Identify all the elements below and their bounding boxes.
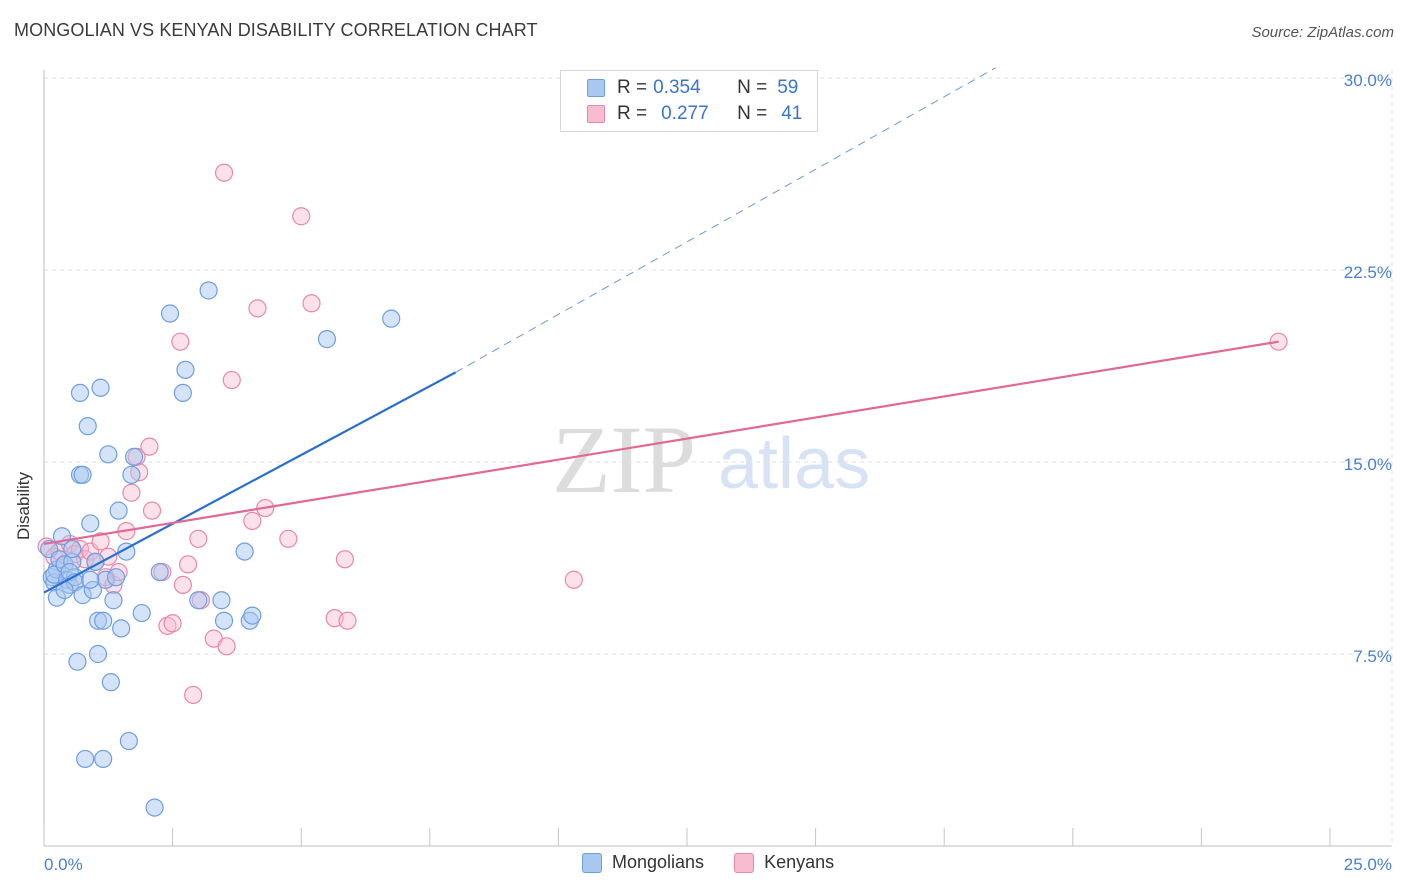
kenyans-point	[222, 370, 241, 390]
x-tick-label: 0.0%	[44, 855, 83, 874]
kenyans-point	[248, 299, 267, 318]
mongolians-point	[88, 644, 108, 664]
mongolians-point	[104, 591, 123, 610]
mongolians-point	[101, 673, 120, 692]
watermark-atlas: atlas	[718, 424, 870, 504]
mongolians-point	[382, 309, 401, 328]
legend-label-kenyans: Kenyans	[764, 852, 835, 872]
mongolians-trend-line	[43, 371, 457, 594]
grid	[44, 70, 1393, 846]
kenyans-point	[184, 685, 203, 705]
kenyans-trend-line	[43, 340, 1279, 546]
legend-n-label: N =	[737, 77, 768, 98]
kenyans-point	[140, 437, 159, 456]
stats-legend: R = 0.354 N = 59 R = 0.277 N = 41	[560, 70, 818, 132]
kenyans-point	[122, 483, 141, 502]
mongolians-point	[173, 383, 192, 402]
mongolians-point	[70, 383, 90, 402]
kenyans-point	[335, 550, 355, 569]
legend-row-mongolians: R = 0.354 N = 59	[587, 76, 798, 100]
legend-swatch-blue	[582, 852, 602, 873]
mongolians-point	[235, 542, 254, 561]
kenyans-point	[91, 532, 110, 551]
mongolians-point	[212, 591, 231, 610]
legend-item-kenyans: Kenyans	[734, 852, 834, 873]
mongolians-point	[94, 611, 113, 630]
mongolians-points	[40, 281, 401, 817]
kenyans-point	[279, 529, 298, 548]
kenyans-point	[214, 163, 234, 182]
mongolians-point	[199, 281, 218, 300]
watermark-zip: ZIP	[552, 406, 696, 513]
mongolians-point	[94, 749, 113, 769]
kenyans-point	[243, 511, 262, 530]
y-tick-label: 7.5%	[1353, 647, 1392, 666]
kenyans-point	[158, 616, 177, 635]
kenyans-point	[302, 294, 321, 313]
legend-swatch-pink	[734, 852, 755, 873]
legend-swatch-pink	[587, 105, 605, 123]
kenyans-point	[173, 575, 192, 594]
series-legend: Mongolians Kenyans	[582, 852, 864, 873]
kenyans-point	[163, 614, 182, 633]
trend-lines	[43, 67, 1279, 594]
legend-n-value: 41	[781, 103, 803, 124]
legend-r-label: R =	[617, 77, 648, 98]
mongolians-point	[150, 562, 169, 582]
chart-title: MONGOLIAN VS KENYAN DISABILITY CORRELATI…	[14, 20, 538, 40]
legend-r-value: 0.354	[653, 77, 701, 98]
tick-labels: 7.5% 15.0% 22.5% 30.0% 0.0% 25.0%	[44, 71, 1392, 874]
mongolians-point	[109, 501, 128, 520]
mongolians-point	[214, 611, 234, 630]
y-tick-label: 15.0%	[1344, 455, 1392, 474]
y-tick-label: 22.5%	[1344, 263, 1392, 282]
mongolians-point	[189, 591, 208, 610]
x-tick-label: 25.0%	[1344, 855, 1392, 874]
mongolians-point	[122, 465, 141, 484]
mongolians-point	[176, 360, 195, 379]
kenyans-point	[338, 611, 357, 630]
kenyans-point	[171, 332, 190, 351]
mongolians-point	[63, 539, 82, 559]
legend-label-mongolians: Mongolians	[612, 852, 705, 872]
mongolians-point	[145, 798, 164, 817]
kenyans-point	[189, 529, 208, 548]
legend-r-value: 0.277	[661, 103, 709, 124]
source-credit: Source: ZipAtlas.com	[1251, 24, 1394, 41]
y-tick-label: 30.0%	[1344, 71, 1392, 90]
mongolians-point	[81, 514, 100, 533]
watermark: ZIP atlas	[552, 406, 870, 513]
mongolians-point	[73, 465, 92, 484]
legend-r-label: R =	[617, 103, 648, 124]
mongolians-trend-extension	[455, 67, 996, 373]
mongolians-point	[106, 568, 126, 587]
mongolians-point	[76, 749, 95, 769]
mongolians-point	[99, 445, 118, 464]
mongolians-point	[112, 619, 131, 638]
legend-n-value: 59	[777, 77, 799, 98]
legend-swatch-blue	[587, 79, 605, 97]
kenyans-point	[217, 637, 236, 656]
kenyans-point	[142, 501, 162, 520]
mongolians-point	[81, 570, 100, 589]
kenyans-point	[292, 207, 311, 226]
mongolians-point	[124, 447, 144, 466]
mongolians-point	[317, 330, 337, 349]
mongolians-point	[91, 378, 110, 397]
mongolians-point	[132, 603, 151, 623]
kenyans-point	[564, 570, 583, 589]
mongolians-point	[160, 304, 180, 323]
axes	[43, 70, 1392, 847]
mongolians-point	[119, 731, 138, 751]
legend-row-kenyans: R = 0.277 N = 41	[587, 102, 802, 126]
legend-n-label: N =	[737, 103, 768, 124]
mongolians-point	[243, 606, 262, 625]
legend-item-mongolians: Mongolians	[582, 852, 704, 873]
mongolians-point	[68, 652, 87, 671]
mongolians-point	[78, 417, 97, 436]
kenyans-point	[178, 555, 198, 574]
